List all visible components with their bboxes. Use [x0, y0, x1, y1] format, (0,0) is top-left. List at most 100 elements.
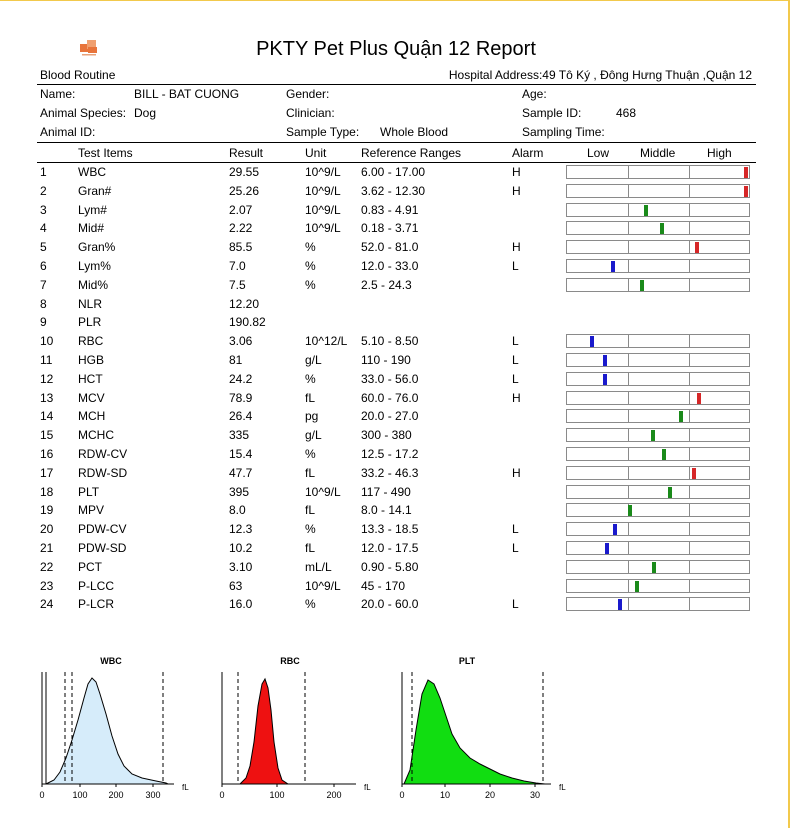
unit: g/L — [305, 428, 322, 443]
histogram-tick-label: 200 — [108, 790, 123, 800]
result-value: 78.9 — [229, 390, 253, 405]
reference-range: 2.5 - 24.3 — [361, 277, 412, 292]
test-item: HGB — [78, 353, 105, 367]
reference-range: 20.0 - 27.0 — [361, 409, 419, 424]
range-indicator-bar — [566, 447, 750, 461]
row-number: 8 — [40, 296, 47, 311]
result-value: 15.4 — [229, 447, 253, 461]
reference-range: 117 - 490 — [361, 484, 411, 499]
reference-range: 60.0 - 76.0 — [361, 390, 419, 405]
result-value: 12.20 — [229, 296, 260, 311]
reference-range: 0.83 - 4.91 — [361, 202, 419, 217]
unit: % — [305, 240, 316, 255]
range-indicator-bar — [566, 597, 750, 612]
range-indicator-bar — [566, 353, 750, 367]
alarm-flag: L — [512, 597, 519, 612]
row-number: 22 — [40, 559, 54, 574]
range-marker — [605, 543, 610, 554]
alarm-flag: L — [512, 522, 519, 537]
unit: 10^9/L — [305, 578, 341, 593]
alarm-flag: H — [512, 465, 521, 480]
row-number: 9 — [40, 315, 47, 330]
result-value: 190.82 — [229, 315, 266, 330]
histogram-tick-label: 300 — [145, 790, 160, 800]
test-item: HCT — [78, 371, 103, 386]
histogram-unit-label: fL — [559, 783, 566, 792]
test-item: MPV — [78, 503, 105, 518]
histogram-tick-label: 0 — [39, 790, 44, 800]
reference-range: 3.62 - 12.30 — [361, 183, 426, 198]
test-item: PDW-CV — [78, 522, 127, 537]
range-marker — [692, 467, 697, 479]
unit: 10^9/L — [305, 221, 341, 236]
result-value: 10.2 — [229, 541, 253, 555]
alarm-flag: L — [512, 353, 519, 367]
histogram-title: RBC — [280, 656, 300, 666]
result-value: 85.5 — [229, 240, 253, 255]
row-number: 11 — [40, 353, 53, 367]
sampling-time-label: Sampling Time: — [522, 125, 605, 139]
result-value: 8.0 — [229, 503, 246, 518]
test-item: Lym# — [78, 202, 107, 217]
range-marker — [651, 561, 656, 573]
row-number: 7 — [40, 277, 47, 292]
test-item: PCT — [78, 559, 102, 574]
row-number: 5 — [40, 240, 47, 255]
test-item: Gran# — [78, 183, 112, 198]
divider — [37, 142, 756, 143]
unit: 10^9/L — [305, 165, 341, 179]
histogram-tick-label: 10 — [440, 790, 450, 800]
test-item: Lym% — [78, 259, 111, 273]
range-marker — [610, 261, 615, 272]
test-item: Mid% — [78, 277, 109, 292]
reference-range: 0.18 - 3.71 — [361, 221, 419, 236]
range-marker — [662, 449, 667, 460]
range-indicator-bar — [566, 484, 750, 499]
test-item: RBC — [78, 334, 104, 349]
histogram-tick-label: 100 — [269, 790, 284, 800]
range-marker — [627, 505, 632, 517]
range-indicator-bar — [566, 559, 750, 574]
test-item: PLT — [78, 484, 100, 499]
row-number: 18 — [40, 484, 54, 499]
reference-range: 12.0 - 17.5 — [361, 541, 419, 555]
clinic-logo-icon — [80, 40, 97, 56]
range-marker — [695, 242, 700, 254]
result-value: 24.2 — [229, 371, 253, 386]
range-indicator-bar — [566, 390, 750, 405]
hospital-address: Hospital Address:49 Tô Ký , Đông Hưng Th… — [448, 68, 752, 82]
result-value: 26.4 — [229, 409, 253, 424]
alarm-flag: L — [512, 334, 519, 349]
range-indicator-bar — [566, 465, 750, 480]
row-number: 16 — [40, 447, 54, 461]
reference-range: 45 - 170 — [361, 578, 406, 593]
histogram-title: PLT — [459, 656, 476, 666]
histogram-curve — [238, 677, 290, 785]
report-title: PKTY Pet Plus Quận 12 Report — [256, 38, 536, 60]
test-item: NLR — [78, 296, 103, 311]
histogram-unit-label: fL — [364, 783, 371, 792]
range-indicator-bar — [566, 541, 750, 555]
reference-range: 20.0 - 60.0 — [361, 597, 419, 612]
range-indicator-bar — [566, 371, 750, 386]
reference-range: 12.5 - 17.2 — [361, 447, 419, 461]
reference-range: 13.3 - 18.5 — [361, 522, 419, 537]
reference-range: 33.0 - 56.0 — [361, 371, 419, 386]
unit: mL/L — [305, 559, 332, 574]
test-item: Mid# — [78, 221, 105, 236]
result-value: 2.22 — [229, 221, 253, 236]
test-item: PDW-SD — [78, 541, 127, 555]
range-indicator-bar — [566, 165, 750, 179]
header-alarm: Alarm — [512, 146, 544, 160]
histogram-title: WBC — [100, 656, 122, 666]
histogram-tick-label: 20 — [485, 790, 495, 800]
result-value: 47.7 — [229, 465, 253, 480]
histogram-curve — [403, 679, 546, 785]
result-value: 29.55 — [229, 165, 260, 179]
reference-range: 0.90 - 5.80 — [361, 559, 419, 574]
unit: pg — [305, 409, 319, 424]
range-indicator-bar — [566, 202, 750, 217]
reference-range: 52.0 - 81.0 — [361, 240, 419, 255]
range-marker — [617, 599, 622, 611]
header-high: High — [707, 146, 732, 160]
